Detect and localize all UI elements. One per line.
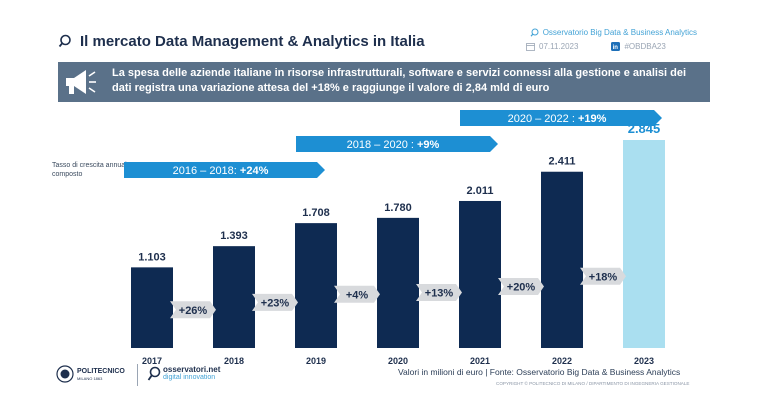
period-arrow-2: [296, 136, 498, 152]
seal-icon: [56, 365, 74, 383]
logo-divider: [137, 364, 138, 386]
bar-2020: [377, 217, 419, 348]
growth-chevron-4: [416, 283, 462, 301]
growth-label-4: +13%: [425, 287, 454, 299]
growth-chevron-1: [170, 301, 216, 319]
x-tick-2019: 2019: [306, 356, 326, 366]
x-tick-2017: 2017: [142, 356, 162, 366]
banner-text: La spesa delle aziende italiane in risor…: [112, 67, 687, 94]
period-arrow-3: [460, 110, 662, 126]
growth-chevron-2: [252, 293, 298, 311]
svg-text:in: in: [613, 45, 619, 51]
value-label-2018: 1.393: [220, 230, 248, 242]
growth-chevron-3: [334, 285, 380, 303]
bar-2017: [131, 267, 173, 348]
x-ticks: 2017 2018 2019 2020 2021 2022 2023: [142, 356, 654, 366]
x-tick-2020: 2020: [388, 356, 408, 366]
title-row: Il mercato Data Management & Analytics i…: [58, 30, 425, 52]
copyright: COPYRIGHT © POLITECNICO DI MILANO / DIPA…: [496, 381, 690, 386]
calendar-icon: [526, 42, 535, 51]
bar-2022: [541, 171, 583, 348]
logo-osservatori: osservatori.net digital innovation: [147, 365, 220, 382]
value-label-2023: 2.845: [628, 121, 661, 136]
footer-note: Valori in milioni di euro | Fonte: Osser…: [398, 367, 681, 377]
value-label-2017: 1.103: [138, 251, 166, 263]
x-tick-2021: 2021: [470, 356, 490, 366]
growth-label-6: +18%: [589, 271, 618, 283]
x-tick-2023: 2023: [634, 356, 654, 366]
search-icon: [530, 28, 539, 37]
meta-info: Osservatorio Big Data & Business Analyti…: [497, 25, 697, 53]
x-tick-2022: 2022: [552, 356, 572, 366]
linkedin-icon: in: [611, 41, 621, 51]
growth-label-3: +4%: [346, 289, 369, 301]
value-label-2022: 2.411: [549, 156, 576, 168]
logo-poli-sub: MILANO 1863: [77, 375, 103, 381]
meta-date-line: 07.11.2023 in #OBDBA23: [497, 39, 697, 53]
bars: [131, 140, 665, 348]
meta-hashtag: #OBDBA23: [624, 41, 666, 51]
banner: [58, 62, 710, 102]
meta-date: 07.11.2023: [539, 41, 579, 51]
growth-label-5: +20%: [507, 282, 536, 294]
growth-label-1: +26%: [179, 305, 208, 317]
period-label-2: 2018 – 2020 : +9%: [347, 139, 440, 151]
x-tick-2018: 2018: [224, 356, 244, 366]
search-icon: [147, 366, 161, 381]
value-label-2020: 1.780: [384, 202, 412, 214]
bar-2018: [213, 246, 255, 348]
logo-poli-text: POLITECNICO: [77, 367, 125, 375]
period-label-3: 2020 – 2022 : +19%: [508, 113, 607, 125]
meta-org-line: Osservatorio Big Data & Business Analyti…: [497, 25, 697, 39]
growth-chevron-6: [580, 267, 626, 285]
growth-chevrons: +26% +23% +4% +13% +20% +18%: [170, 267, 626, 319]
growth-chevron-5: [498, 278, 544, 296]
search-icon: [58, 34, 71, 48]
bar-2023: [623, 140, 665, 348]
bar-2021: [459, 200, 501, 348]
growth-label-2: +23%: [261, 297, 290, 309]
logo-politecnico: POLITECNICO MILANO 1863: [56, 365, 125, 383]
logo-oss-text: osservatori.net: [163, 365, 221, 374]
page-title: Il mercato Data Management & Analytics i…: [80, 32, 425, 50]
value-label-2019: 1.708: [302, 207, 330, 219]
period-arrows: 2016 – 2018: +24% 2018 – 2020 : +9% 2020 –…: [124, 110, 662, 178]
period-label-1: 2016 – 2018: +24%: [173, 165, 269, 177]
bar-2019: [295, 223, 337, 348]
value-labels: 1.103 1.393 1.708 1.780 2.011 2.411 2.845: [138, 121, 660, 263]
logo-oss-sub: digital innovation: [163, 374, 216, 381]
period-arrow-1: [124, 162, 325, 178]
value-label-2021: 2.011: [467, 185, 494, 197]
megaphone-icon: [66, 70, 96, 94]
growth-axis-label: Tasso di crescita annuale composto: [52, 162, 131, 178]
meta-org: Osservatorio Big Data & Business Analyti…: [542, 27, 697, 37]
